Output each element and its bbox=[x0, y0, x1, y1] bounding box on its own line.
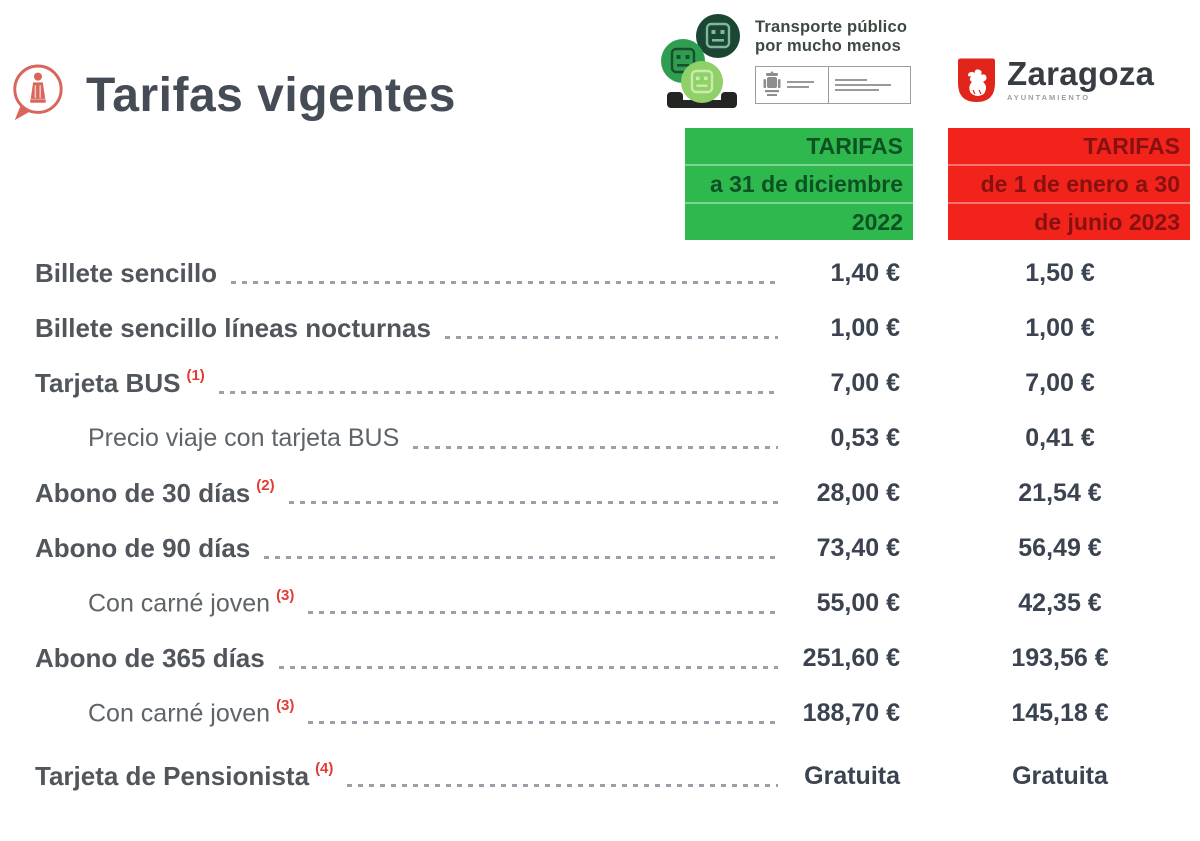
government-text-lines bbox=[787, 81, 814, 89]
spain-coat-of-arms-icon bbox=[763, 71, 781, 96]
zaragoza-subtitle: AYUNTAMIENTO bbox=[1007, 92, 1091, 102]
dotted-leader bbox=[399, 411, 790, 466]
row-label: Con carné joven (3) bbox=[88, 586, 295, 618]
price-2023: 0,41 € bbox=[1025, 424, 1095, 452]
price-2022: 0,53 € bbox=[830, 424, 900, 452]
row-label: Abono de 90 días bbox=[35, 533, 251, 563]
dotted-leader bbox=[294, 576, 790, 631]
zaragoza-name: Zaragoza bbox=[1007, 55, 1155, 92]
column-headers: TARIFAS a 31 de diciembre 2022 TARIFAS d… bbox=[0, 128, 1200, 240]
price-2022: 1,00 € bbox=[830, 314, 900, 342]
transporte-logo-text-block: Transporte público por mucho menos bbox=[755, 10, 911, 110]
price-2022: Gratuita bbox=[804, 762, 900, 790]
table-row-tarjeta-pensionista: Tarjeta de Pensionista (4) Gratuita Gratu… bbox=[0, 749, 1200, 804]
zaragoza-logo: Zaragoza AYUNTAMIENTO bbox=[956, 55, 1155, 105]
dotted-leader bbox=[275, 466, 790, 521]
price-2023: 56,49 € bbox=[1018, 534, 1102, 562]
footnote-marker: (3) bbox=[276, 696, 295, 714]
ministry-text-box bbox=[829, 65, 911, 104]
price-2022: 188,70 € bbox=[802, 699, 900, 727]
row-label: Abono de 30 días (2) bbox=[35, 477, 275, 508]
government-logo-strip bbox=[755, 65, 911, 104]
dotted-leader bbox=[205, 356, 790, 411]
table-row-precio-viaje-tarjeta-bus: Precio viaje con tarjeta BUS 0,53 € 0,41… bbox=[0, 411, 1200, 466]
price-2022: 7,00 € bbox=[830, 369, 900, 397]
header-2023-line1: TARIFAS bbox=[1083, 132, 1180, 159]
price-2022: 28,00 € bbox=[816, 479, 900, 507]
header-2023-line2: de 1 de enero a 30 bbox=[948, 164, 1190, 202]
header-2023-line3: de junio 2023 bbox=[948, 202, 1190, 240]
dotted-leader bbox=[294, 686, 790, 741]
transporte-slogan-line2: por mucho menos bbox=[755, 37, 902, 56]
header-2022-line2: a 31 de diciembre bbox=[685, 164, 913, 202]
table-row-abono-365-dias: Abono de 365 días 251,60 € 193,56 € bbox=[0, 631, 1200, 686]
row-label: Precio viaje con tarjeta BUS bbox=[88, 424, 400, 452]
price-2022: 1,40 € bbox=[830, 259, 900, 287]
ministry-text-lines bbox=[835, 78, 891, 91]
dotted-leader bbox=[250, 521, 790, 576]
price-2023: 21,54 € bbox=[1018, 479, 1102, 507]
header-2022-line3: 2022 bbox=[685, 202, 913, 240]
price-2023: 1,00 € bbox=[1025, 314, 1095, 342]
zaragoza-wordmark: Zaragoza AYUNTAMIENTO bbox=[1007, 55, 1155, 102]
footnote-marker: (3) bbox=[276, 586, 295, 604]
green-bus-characters-icon bbox=[661, 14, 740, 108]
table-row-billete-sencillo: Billete sencillo 1,40 € 1,50 € bbox=[0, 246, 1200, 301]
column-header-2023: TARIFAS de 1 de enero a 30 de junio 2023 bbox=[948, 128, 1190, 240]
title-block: Tarifas vigentes bbox=[8, 62, 456, 128]
transporte-publico-logo: Transporte público por mucho menos bbox=[659, 10, 911, 110]
zaragoza-shield-lion-icon bbox=[958, 58, 995, 102]
price-2023: Gratuita bbox=[1012, 762, 1108, 790]
price-2023: 145,18 € bbox=[1011, 699, 1109, 727]
spain-government-emblem-box bbox=[755, 65, 829, 104]
price-2023: 1,50 € bbox=[1025, 259, 1095, 287]
dotted-leader bbox=[333, 749, 790, 804]
header-2022-line1: TARIFAS bbox=[806, 132, 903, 159]
info-speech-bubble-icon bbox=[13, 64, 63, 121]
price-2023: 42,35 € bbox=[1018, 589, 1102, 617]
dotted-leader bbox=[265, 631, 790, 686]
transporte-slogan-line1: Transporte público bbox=[755, 18, 908, 36]
price-2023: 193,56 € bbox=[1011, 644, 1109, 672]
row-label: Billete sencillo líneas nocturnas bbox=[35, 313, 431, 343]
table-row-abono-90-dias: Abono de 90 días 73,40 € 56,49 € bbox=[0, 521, 1200, 576]
row-label: Con carné joven (3) bbox=[88, 696, 295, 728]
page-title: Tarifas vigentes bbox=[86, 68, 456, 122]
row-label: Tarjeta BUS (1) bbox=[35, 367, 205, 398]
footnote-marker: (4) bbox=[315, 760, 334, 778]
table-row-tarjeta-bus: Tarjeta BUS (1) 7,00 € 7,00 € bbox=[0, 356, 1200, 411]
row-label: Billete sencillo bbox=[35, 258, 218, 288]
footnote-marker: (2) bbox=[256, 477, 275, 495]
dotted-leader bbox=[431, 301, 790, 356]
table-row-abono-30-dias: Abono de 30 días (2) 28,00 € 21,54 € bbox=[0, 466, 1200, 521]
dotted-leader bbox=[217, 246, 790, 301]
footnote-marker: (1) bbox=[186, 367, 205, 385]
table-row-billete-nocturnas: Billete sencillo líneas nocturnas 1,00 €… bbox=[0, 301, 1200, 356]
column-header-2022: TARIFAS a 31 de diciembre 2022 bbox=[685, 128, 913, 240]
tariff-table: Billete sencillo 1,40 € 1,50 € Billete s… bbox=[0, 246, 1200, 804]
price-2023: 7,00 € bbox=[1025, 369, 1095, 397]
price-2022: 73,40 € bbox=[816, 534, 900, 562]
table-row-carne-joven-365: Con carné joven (3) 188,70 € 145,18 € bbox=[0, 686, 1200, 741]
price-2022: 55,00 € bbox=[816, 589, 900, 617]
table-row-carne-joven-90: Con carné joven (3) 55,00 € 42,35 € bbox=[0, 576, 1200, 631]
price-2022: 251,60 € bbox=[802, 644, 900, 672]
row-label: Tarjeta de Pensionista (4) bbox=[35, 760, 334, 791]
page-header: Tarifas vigentes bbox=[0, 0, 1200, 128]
row-label: Abono de 365 días bbox=[35, 643, 265, 673]
